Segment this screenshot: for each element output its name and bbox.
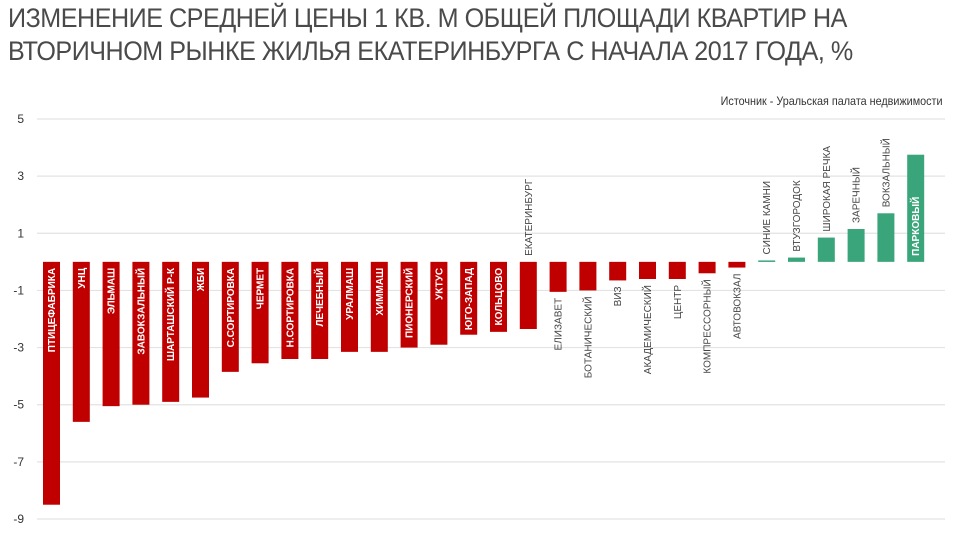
bar (132, 261, 150, 405)
bar-label: КОЛЬЦОВО (494, 268, 505, 326)
bar-label: ШИРОКАЯ РЕЧКА (822, 146, 833, 232)
bar (490, 261, 507, 332)
bar (192, 261, 209, 398)
bar-label: Н.СОРТИРОВКА (285, 268, 296, 347)
bar-label: ЕЛИЗАВЕТ (554, 298, 565, 351)
bar (728, 261, 746, 268)
y-tick-label: -9 (13, 512, 24, 526)
bars (43, 154, 925, 505)
bar (549, 261, 567, 292)
bar (341, 261, 358, 352)
y-tick-label: -1 (13, 283, 24, 297)
bar-label: ШАРТАШСКИЙ Р-К (164, 267, 177, 361)
y-tick-label: 5 (17, 112, 24, 126)
bar-label: ЭЛЬМАШ (107, 268, 118, 314)
bar (430, 261, 448, 345)
bar (758, 260, 776, 262)
gridlines (37, 118, 945, 520)
bar-label: ЦЕНТР (673, 285, 684, 319)
bar-label: БОТАНИЧЕСКИЙ (581, 296, 594, 378)
y-tick-label: 1 (17, 226, 24, 240)
bar (519, 261, 537, 329)
y-tick-label: -5 (13, 398, 24, 412)
bar (609, 261, 627, 281)
bar-label: ЗАРЕЧНЫЙ (850, 167, 863, 223)
bar (877, 213, 895, 262)
bar-label: ЮГО-ЗАПАД (464, 268, 475, 330)
y-tick-label: 3 (17, 169, 24, 183)
bar-label: ЗАВОКЗАЛЬНЫЙ (134, 268, 147, 355)
bar (639, 261, 656, 279)
bar-label: СИНИЕ КАМНИ (762, 181, 773, 255)
bar-label: ВТУЗГОРОДОК (792, 180, 803, 251)
bar (698, 261, 716, 274)
bar (102, 261, 120, 407)
bar (221, 261, 239, 372)
bar (43, 261, 60, 505)
bar-label: УНЦ (77, 267, 88, 288)
bar-label: ЧЕРМЕТ (256, 268, 267, 309)
bar-label: ЖБИ (196, 268, 207, 292)
bar (817, 237, 835, 262)
bar-label: ВИЗ (613, 286, 624, 306)
bar-label: ПИОНЕРСКИЙ (403, 268, 416, 338)
bar (311, 261, 329, 359)
bar (460, 261, 478, 335)
bar-label: ЛЕЧЕБНЫЙ (313, 268, 326, 327)
bar (907, 154, 925, 262)
bar-label: ХИММАШ (375, 268, 386, 316)
bar (72, 261, 90, 422)
bar (400, 261, 418, 348)
chart-title: ИЗМЕНЕНИЕ СРЕДНЕЙ ЦЕНЫ 1 КВ. М ОБЩЕЙ ПЛО… (8, 3, 853, 66)
bar-labels: ПТИЦЕФАБРИКА УНЦ ЭЛЬМАШ ЗАВОКЗАЛЬНЫЙ ШАРТАШС… (47, 138, 922, 378)
y-tick-label: -3 (13, 341, 24, 355)
bar (847, 229, 865, 262)
bar-label: УРАЛМАШ (345, 268, 356, 320)
bar (788, 257, 805, 262)
bar (251, 261, 269, 364)
bar-label: ЕКАТЕРИНБУРГ (524, 178, 535, 256)
bar (370, 261, 388, 352)
bar-label: ПТИЦЕФАБРИКА (47, 268, 58, 352)
bar-label: КОМПРЕССОРНЫЙ (701, 279, 714, 373)
bar-label: АКАДЕМИЧЕСКИЙ (641, 285, 654, 374)
bar-label: УКТУС (434, 268, 445, 300)
y-tick-label: -7 (13, 455, 24, 469)
source-note: Источник - Уральская палата недвижимости (721, 94, 943, 108)
bar-label: АВТОВОКЗАЛ (732, 274, 743, 339)
bar (162, 261, 180, 402)
y-axis: 5 3 1 -1 -3 -5 -7 -9 (13, 112, 24, 526)
bar-label: С.СОРТИРОВКА (226, 268, 237, 347)
bar (281, 261, 299, 359)
bar (668, 261, 686, 279)
bar-label: ПАРКОВЫЙ (909, 197, 922, 256)
bar-label: ВОКЗАЛЬНЫЙ (879, 138, 892, 207)
bar (579, 261, 597, 291)
